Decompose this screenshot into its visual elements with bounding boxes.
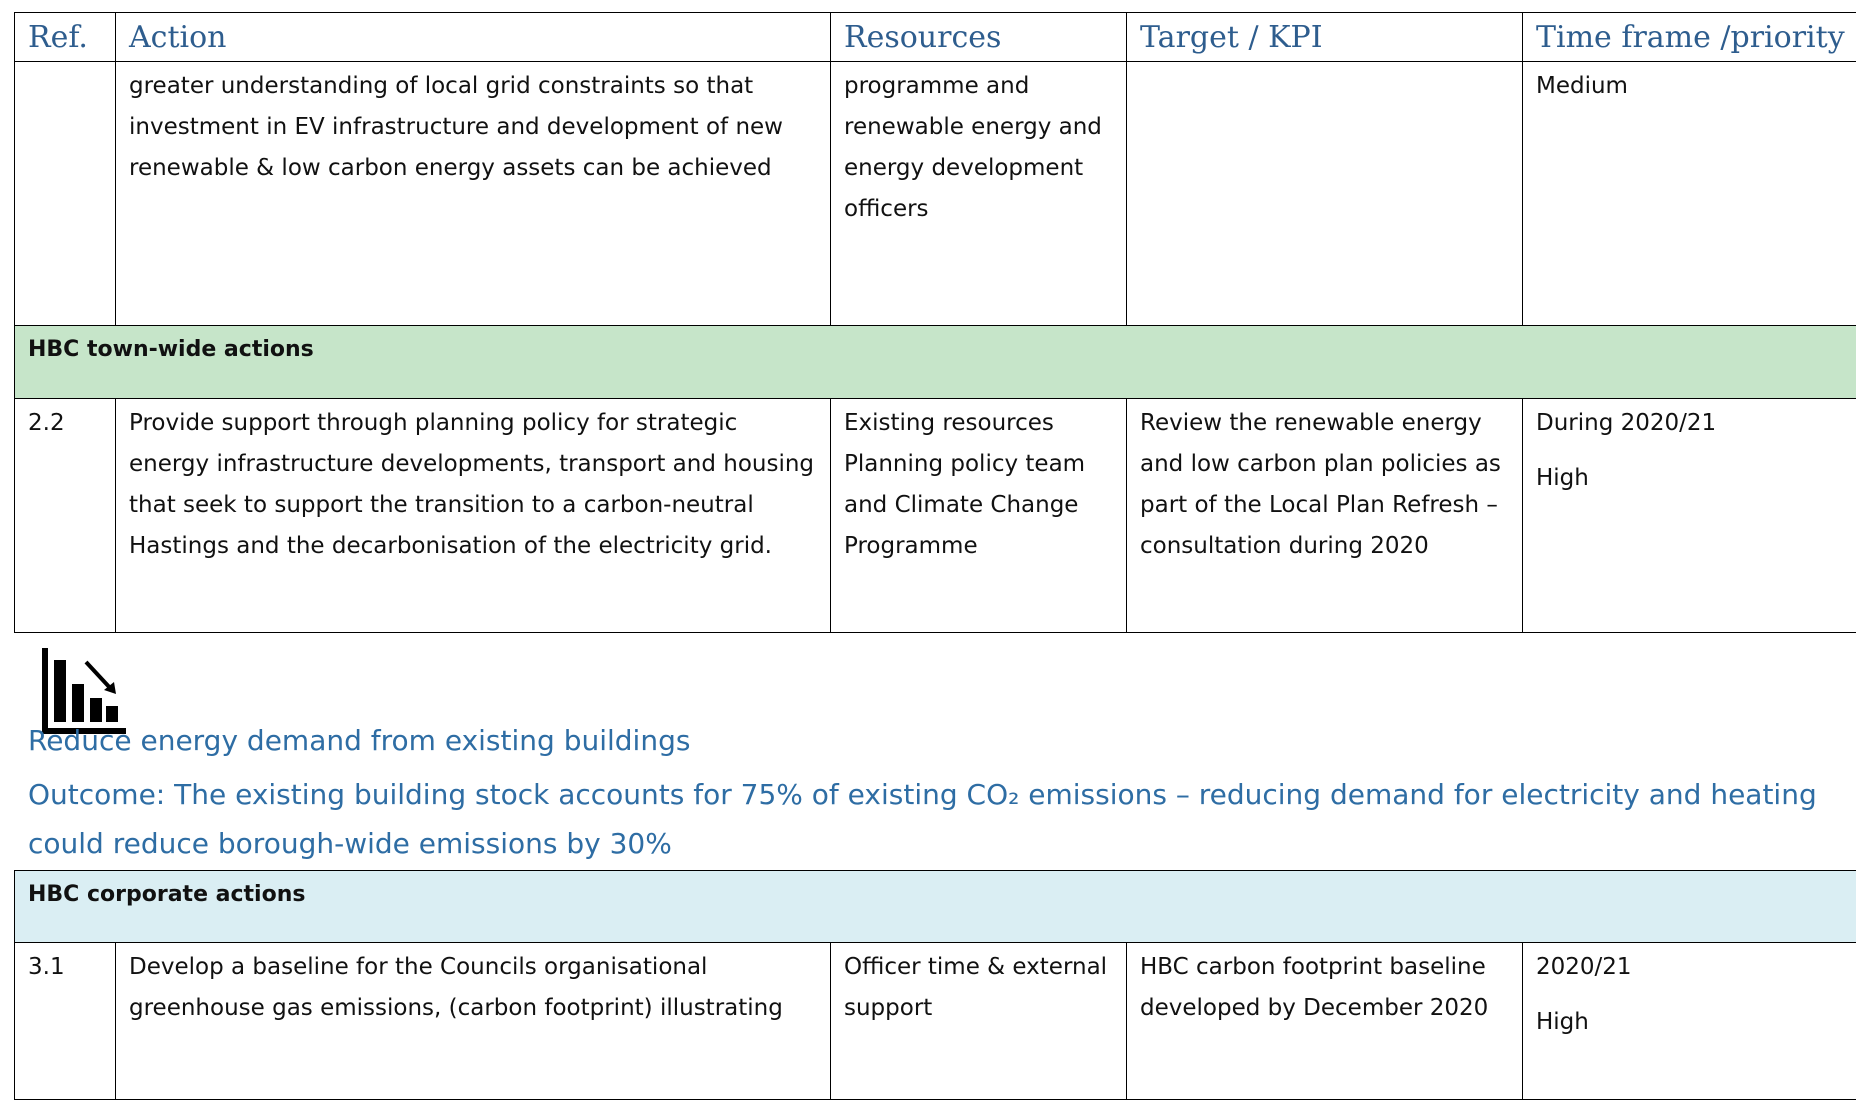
cell-text: 2020/21: [1536, 954, 1632, 980]
heading-outcome: Outcome: The existing building stock acc…: [28, 778, 1817, 860]
table-cell: programme and renewable energy and energ…: [830, 62, 1126, 326]
cell-text: High: [1536, 465, 1589, 491]
table-cell: Provide support through planning policy …: [115, 399, 830, 633]
column-header: Ref.: [14, 12, 115, 62]
column-header: Target / KPI: [1126, 12, 1522, 62]
table-cell: During 2020/21 High: [1522, 399, 1856, 633]
table-cell: 2.2: [14, 399, 115, 633]
cell-text: During 2020/21: [1536, 410, 1717, 436]
table-cell: [14, 62, 115, 326]
column-header: Action: [115, 12, 830, 62]
table-cell: greater understanding of local grid cons…: [115, 62, 830, 326]
table-cell: Review the renewable energy and low carb…: [1126, 399, 1522, 633]
table-cell: Medium: [1522, 62, 1856, 326]
page: {"table_top": { "columns": ["Ref.", "Act…: [14, 12, 1856, 1100]
section-row: HBC corporate actions: [14, 870, 1856, 943]
section-row: HBC town-wide actions: [14, 326, 1856, 399]
energy-icon: [42, 648, 126, 734]
cell-text: High: [1536, 1009, 1589, 1035]
table-cell: Existing resources Planning policy team …: [830, 399, 1126, 633]
cell-text: Medium: [1536, 73, 1628, 99]
column-header: Resources: [830, 12, 1126, 62]
table-cell: 3.1: [14, 943, 115, 1100]
column-header: Time frame /priority: [1522, 12, 1856, 62]
table-cell: Officer time & external support: [830, 943, 1126, 1100]
heading-title: Reduce energy demand from existing build…: [28, 724, 691, 757]
table-cell: HBC carbon footprint baseline developed …: [1126, 943, 1522, 1100]
table-cell: Develop a baseline for the Councils orga…: [115, 943, 830, 1100]
table-cell: 2020/21 High: [1522, 943, 1856, 1100]
table-cell: [1126, 62, 1522, 326]
